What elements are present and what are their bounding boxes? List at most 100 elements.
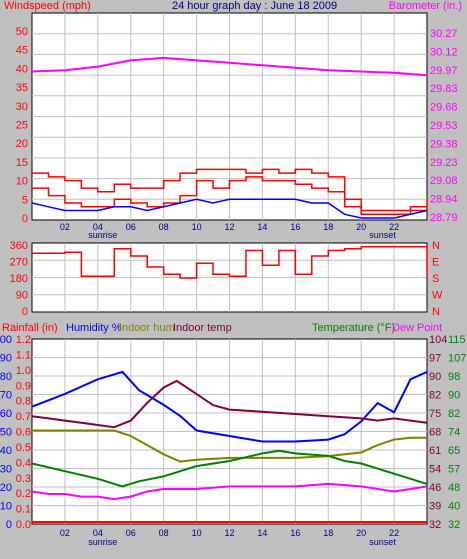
indoor-temp-tick-labels: 32 40 48 57 65 74 82 90 98 107 115 <box>448 334 466 531</box>
hour-tick-label: 02 <box>60 222 70 232</box>
barometer-tick-label: 29.68 <box>430 102 458 114</box>
windspeed-tick-label: 5 <box>22 194 28 206</box>
direction-degree-tick-labels: 0 90 180 270 360 <box>10 240 28 318</box>
indoor-temp-tick-label: 65 <box>448 445 460 457</box>
barometer-tick-label: 29.97 <box>430 65 458 77</box>
direction-degree-tick-label: 180 <box>10 273 28 285</box>
hour-tick-labels-top: 02 04 06 08 10 12 14 16 18 20 22 <box>60 222 399 232</box>
sunrise-label: sunrise <box>88 537 117 547</box>
indoor-temp-line <box>31 379 428 429</box>
windspeed-tick-label: 40 <box>16 63 28 75</box>
indoor-temp-tick-label: 32 <box>448 519 460 531</box>
direction-degree-tick-label: 360 <box>10 240 28 252</box>
hour-tick-labels-bottom: 02 04 06 08 10 12 14 16 18 20 22 <box>60 528 399 538</box>
indoor-hum-line <box>32 429 427 463</box>
hour-tick-label: 12 <box>224 528 234 538</box>
temperature-tick-label: 82 <box>429 390 441 402</box>
humidity-tick-label: 20 <box>0 482 12 494</box>
barometer-tick-label: 29.53 <box>430 120 458 132</box>
direction-compass-tick-label: N <box>432 306 440 318</box>
hour-tick-label: 12 <box>224 222 234 232</box>
rainfall-axis-title: Rainfall (in) <box>2 322 58 334</box>
dew-point-axis-title: Dew Point <box>392 322 442 334</box>
windspeed-tick-label: 45 <box>16 45 28 57</box>
wind-direction-series <box>32 246 428 279</box>
sunrise-label: sunrise <box>88 230 117 240</box>
wind-gust-line <box>32 168 428 212</box>
temperature-tick-label: 68 <box>429 427 441 439</box>
hour-tick-label: 20 <box>356 528 366 538</box>
rainfall-tick-labels: 0.0 0.1 0.2 0.3 0.4 0.5 0.6 0.7 0.8 0.9 1.0 1.1 1.2 <box>16 334 31 531</box>
barometer-tick-label: 29.38 <box>430 138 458 150</box>
hour-tick-label: 08 <box>159 222 169 232</box>
rainfall-tick-label: 0.7 <box>16 411 31 423</box>
indoor-temp-tick-label: 90 <box>448 390 460 402</box>
windspeed-axis-title: Windspeed (mph) <box>4 0 91 12</box>
direction-compass-tick-label: W <box>432 290 443 302</box>
direction-compass-tick-label: N <box>432 240 440 252</box>
windspeed-tick-label: 10 <box>16 176 28 188</box>
barometer-tick-labels: 28.79 28.94 29.08 29.23 29.38 29.53 29.68 29.83… <box>430 28 458 224</box>
direction-compass-tick-label: S <box>432 273 439 285</box>
hour-tick-label: 16 <box>290 222 300 232</box>
indoor-temp-tick-label: 40 <box>448 501 460 513</box>
rainfall-tick-label: 0.4 <box>16 457 31 469</box>
indoor-temp-tick-label: 98 <box>448 371 460 383</box>
humidity-temp-series <box>31 370 428 523</box>
humidity-tick-label: 0 <box>6 519 12 531</box>
indoor-temp-tick-label: 48 <box>448 482 460 494</box>
humidity-tick-label: 70 <box>0 390 12 402</box>
rainfall-tick-label: 0.8 <box>16 396 31 408</box>
hour-tick-label: 22 <box>389 528 399 538</box>
humidity-line <box>31 370 428 443</box>
rainfall-tick-label: 0.3 <box>16 473 31 485</box>
humidity-tick-label: 60 <box>0 408 12 420</box>
hour-tick-label: 04 <box>93 528 103 538</box>
windspeed-average-line <box>31 198 428 219</box>
temperature-tick-label: 61 <box>429 445 441 457</box>
temperature-tick-label: 32 <box>429 519 441 531</box>
rainfall-tick-label: 0.0 <box>16 519 31 531</box>
hour-tick-label: 08 <box>159 528 169 538</box>
direction-degree-tick-label: 270 <box>10 257 28 269</box>
barometer-tick-label: 28.79 <box>430 212 458 224</box>
temperature-tick-label: 97 <box>429 353 441 365</box>
sun-markers-top: sunrise sunset <box>88 230 396 240</box>
sun-markers-bottom: sunrise sunset <box>88 537 396 547</box>
temperature-f-line <box>31 449 428 488</box>
humidity-tick-label: 90 <box>0 353 12 365</box>
wind-baro-grid <box>32 13 427 220</box>
barometer-tick-label: 28.94 <box>430 194 458 206</box>
direction-degree-tick-label: 90 <box>16 290 28 302</box>
direction-compass-tick-label: E <box>432 257 439 269</box>
indoor-temp-tick-label: 82 <box>448 408 460 420</box>
windspeed-tick-label: 50 <box>16 26 28 38</box>
chart-title: 24 hour graph day : June 18 2009 <box>172 0 337 12</box>
indoor-hum-axis-title: Indoor hum <box>119 322 175 334</box>
rainfall-tick-label: 0.6 <box>16 427 31 439</box>
wind-direction-line <box>32 246 428 279</box>
rainfall-tick-label: 0.5 <box>16 442 31 454</box>
indoor-temp-tick-label: 57 <box>448 464 460 476</box>
humidity-axis-title: Humidity % <box>66 322 122 334</box>
indoor-temp-tick-label: 107 <box>448 353 466 365</box>
humidity-tick-label: 50 <box>0 427 12 439</box>
windspeed-line <box>32 176 428 216</box>
dew-point-line <box>31 482 428 501</box>
rainfall-tick-label: 1.2 <box>16 334 31 346</box>
humidity-tick-label: 80 <box>0 371 12 383</box>
temperature-tick-label: 46 <box>429 482 441 494</box>
indoor-temp-tick-label: 115 <box>448 334 466 346</box>
humidity-tick-label: 10 <box>0 501 12 513</box>
indoor-temp-axis-title: Indoor temp <box>173 322 232 334</box>
wind-baro-series <box>31 56 428 219</box>
temperature-tick-label: 39 <box>429 501 441 513</box>
hour-tick-label: 18 <box>323 222 333 232</box>
windspeed-tick-label: 0 <box>22 213 28 225</box>
windspeed-tick-label: 20 <box>16 138 28 150</box>
temperature-tick-label: 90 <box>429 371 441 383</box>
windspeed-tick-labels: 0 5 10 15 20 25 30 35 40 45 50 <box>16 26 28 225</box>
temperature-tick-label: 104 <box>429 334 447 346</box>
barometer-line <box>31 56 428 77</box>
wind-direction-grid <box>32 243 427 312</box>
